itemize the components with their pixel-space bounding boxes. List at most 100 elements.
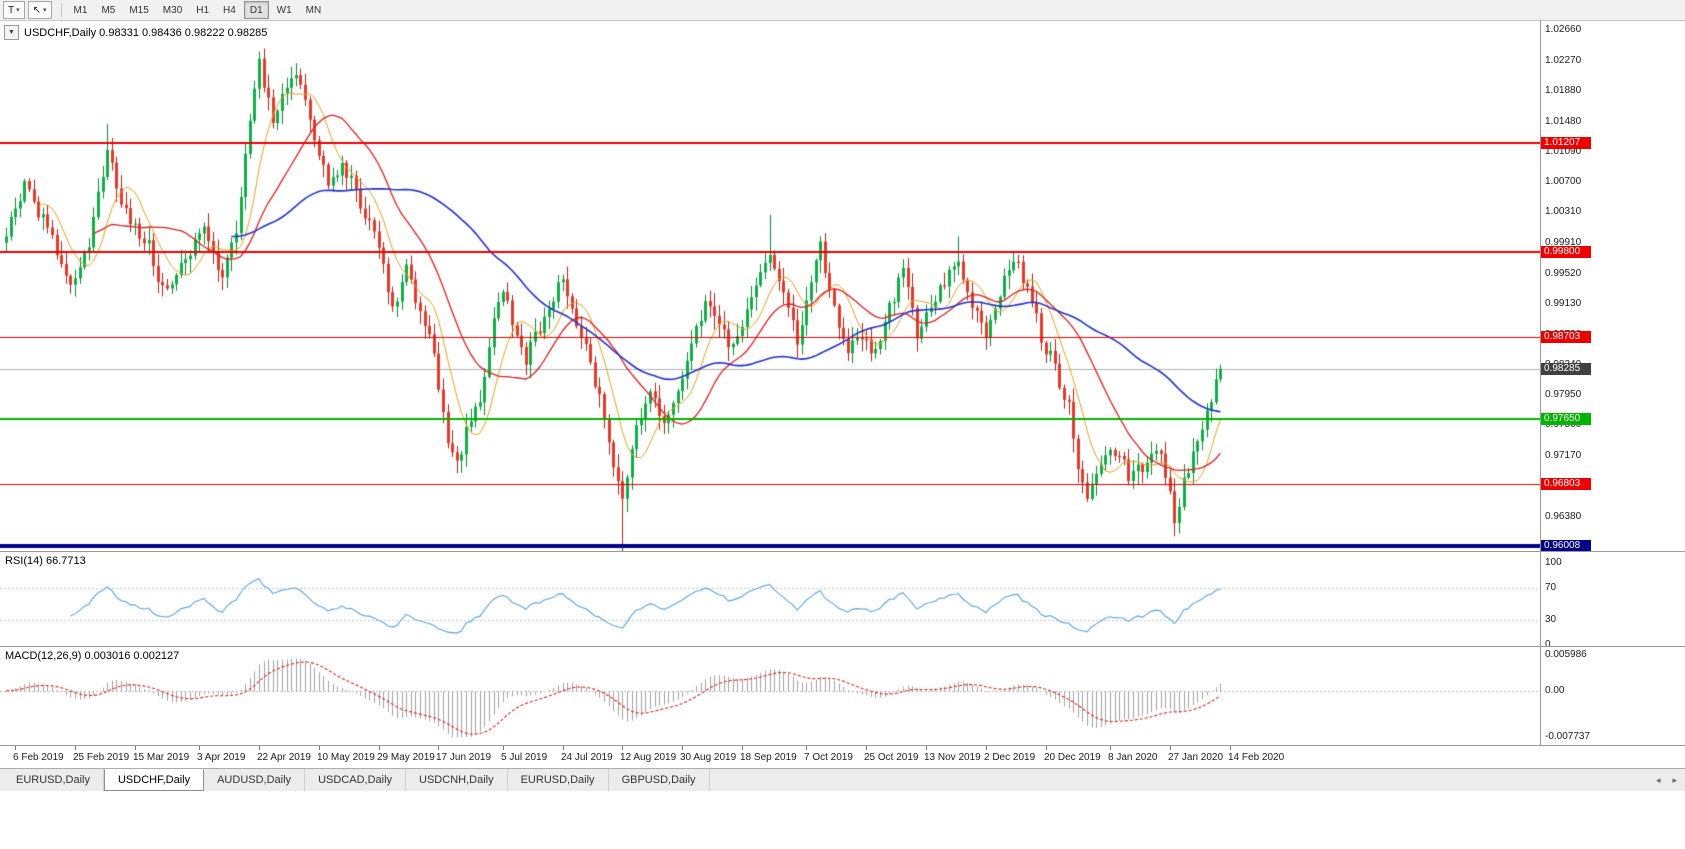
macd-label: MACD(12,26,9) 0.003016 0.002127 xyxy=(5,650,180,662)
collapse-chart-button[interactable]: ▼ xyxy=(4,25,19,40)
rsi-tick-label: 70 xyxy=(1545,581,1557,593)
date-tick-label: 17 Jun 2019 xyxy=(436,752,492,763)
ohlc-text: USDCHF,Daily 0.98331 0.98436 0.98222 0.9… xyxy=(24,26,268,39)
toolbar-separator xyxy=(60,3,62,17)
panel-divider[interactable] xyxy=(0,646,1685,647)
text-tool-icon: T xyxy=(8,4,15,16)
cursor-icon: ↖ xyxy=(32,4,42,16)
price-level-badge: 0.96803 xyxy=(1541,478,1591,491)
date-tick-label: 22 Apr 2019 xyxy=(257,752,311,763)
date-tick xyxy=(199,746,200,750)
rsi-label: RSI(14) 66.7713 xyxy=(5,555,86,567)
chart-tab-5-eurusd[interactable]: EURUSD,Daily xyxy=(508,769,609,791)
date-tick-label: 25 Oct 2019 xyxy=(864,752,919,763)
rsi-tick-label: 30 xyxy=(1545,614,1557,626)
date-tick xyxy=(319,746,320,750)
date-tick-label: 13 Nov 2019 xyxy=(924,752,981,763)
date-tick xyxy=(135,746,136,750)
timeframe-d1-button[interactable]: D1 xyxy=(243,1,269,19)
text-tool-button[interactable]: T ▾ xyxy=(3,1,25,19)
price-tick-label: 1.02270 xyxy=(1545,54,1582,66)
chart-tab-4-usdcnh[interactable]: USDCNH,Daily xyxy=(406,769,508,791)
date-tick-label: 5 Jul 2019 xyxy=(501,752,548,763)
price-tick-label: 1.01880 xyxy=(1545,84,1582,96)
date-tick-label: 14 Feb 2020 xyxy=(1228,752,1285,763)
price-tick-label: 1.01090 xyxy=(1545,145,1582,157)
price-tick-label: 0.96380 xyxy=(1545,510,1582,522)
chart-tab-2-audusd[interactable]: AUDUSD,Daily xyxy=(204,769,306,791)
date-tick xyxy=(379,746,380,750)
cursor-tool-button[interactable]: ↖ ▾ xyxy=(27,1,52,19)
chart-tab-1-usdchf[interactable]: USDCHF,Daily xyxy=(103,769,205,791)
macd-canvas[interactable] xyxy=(0,647,1540,745)
date-tick xyxy=(682,746,683,750)
price-tick-label: 1.02660 xyxy=(1545,24,1582,36)
date-tick xyxy=(622,746,623,750)
timeframe-m15-button[interactable]: M15 xyxy=(129,4,149,16)
macd-indicator-panel: 0.005986 0.00 -0.007737 MACD(12,26,9) 0.00… xyxy=(0,647,1685,745)
date-tick-label: 3 Apr 2019 xyxy=(197,752,246,763)
tab-scroll-left-button[interactable]: ◂ xyxy=(1655,774,1661,785)
price-tick-label: 1.01480 xyxy=(1545,115,1582,127)
price-tick-label: 0.99910 xyxy=(1545,237,1582,249)
top-toolbar: T ▾ ↖ ▾ M1 M5 M15 M30 H1 H4 D1 W1 MN xyxy=(0,0,1685,21)
timeframe-h1-button[interactable]: H1 xyxy=(196,4,210,16)
date-tick-label: 27 Jan 2020 xyxy=(1168,752,1224,763)
macd-tick-label: 0.00 xyxy=(1545,684,1565,696)
price-tick-label: 0.99520 xyxy=(1545,267,1582,279)
date-tick-label: 8 Jan 2020 xyxy=(1108,752,1158,763)
date-tick xyxy=(503,746,504,750)
chart-ohlc-header: ▼ USDCHF,Daily 0.98331 0.98436 0.98222 0… xyxy=(4,25,267,40)
timeframe-m1-button[interactable]: M1 xyxy=(73,4,88,16)
chart-tab-0-eurusd[interactable]: EURUSD,Daily xyxy=(3,769,104,791)
macd-axis[interactable]: 0.005986 0.00 -0.007737 xyxy=(1540,647,1685,745)
timeframe-m30-button[interactable]: M30 xyxy=(162,4,183,16)
chart-tab-3-usdcad[interactable]: USDCAD,Daily xyxy=(305,769,407,791)
tab-scroll-controls: ◂ ▸ xyxy=(1653,769,1680,791)
panel-divider[interactable] xyxy=(0,551,1685,552)
tab-scroll-right-button[interactable]: ▸ xyxy=(1672,774,1677,785)
price-tick-label: 0.97560 xyxy=(1545,419,1582,431)
date-tick xyxy=(259,746,260,750)
price-level-badge: 0.96008 xyxy=(1541,539,1591,552)
price-level-badge: 0.99800 xyxy=(1541,245,1591,258)
price-tick-label: 0.97950 xyxy=(1545,389,1582,401)
date-axis[interactable]: 6 Feb 2019 25 Feb 2019 15 Mar 2019 3 Apr 20… xyxy=(0,746,1685,768)
date-tick-label: 29 May 2019 xyxy=(377,752,435,763)
chart-tab-6-gbpusd[interactable]: GBPUSD,Daily xyxy=(609,769,710,791)
date-tick xyxy=(438,746,439,750)
main-chart-canvas[interactable] xyxy=(0,21,1540,551)
date-tick xyxy=(1230,746,1231,750)
rsi-canvas[interactable] xyxy=(0,552,1540,646)
date-tick-label: 7 Oct 2019 xyxy=(804,752,853,763)
date-tick-label: 10 May 2019 xyxy=(317,752,375,763)
chevron-down-icon: ▾ xyxy=(43,7,47,14)
panel-divider[interactable] xyxy=(0,745,1685,746)
main-chart-panel: 1.02660 1.02270 1.01880 1.01480 1.01090 1.007… xyxy=(0,21,1685,552)
timeframe-w1-button[interactable]: W1 xyxy=(276,4,292,16)
date-tick-label: 2 Dec 2019 xyxy=(984,752,1036,763)
timeframe-h4-button[interactable]: H4 xyxy=(223,4,236,16)
date-tick xyxy=(563,746,564,750)
date-tick xyxy=(742,746,743,750)
price-tick-label: 1.00310 xyxy=(1545,206,1582,218)
date-tick-label: 6 Feb 2019 xyxy=(13,752,64,763)
chevron-down-icon: ▾ xyxy=(16,7,20,14)
price-level-badge: 0.97650 xyxy=(1541,412,1591,425)
price-tick-label: 0.97170 xyxy=(1545,449,1582,461)
macd-tick-label: -0.007737 xyxy=(1545,731,1591,742)
price-axis[interactable]: 1.02660 1.02270 1.01880 1.01480 1.01090 1.007… xyxy=(1540,21,1685,552)
price-tick-label: 1.00700 xyxy=(1545,176,1582,188)
date-tick xyxy=(866,746,867,750)
rsi-axis[interactable]: 100 70 30 0 xyxy=(1540,552,1685,650)
date-tick-label: 15 Mar 2019 xyxy=(133,752,190,763)
tab-bar: EURUSD,Daily USDCHF,Daily AUDUSD,Daily USDC… xyxy=(0,768,1685,791)
date-tick xyxy=(986,746,987,750)
date-tick xyxy=(926,746,927,750)
timeframe-mn-button[interactable]: MN xyxy=(305,4,322,16)
date-tick xyxy=(806,746,807,750)
timeframe-m5-button[interactable]: M5 xyxy=(101,4,116,16)
date-tick xyxy=(1170,746,1171,750)
date-tick-label: 30 Aug 2019 xyxy=(680,752,737,763)
date-tick xyxy=(1110,746,1111,750)
